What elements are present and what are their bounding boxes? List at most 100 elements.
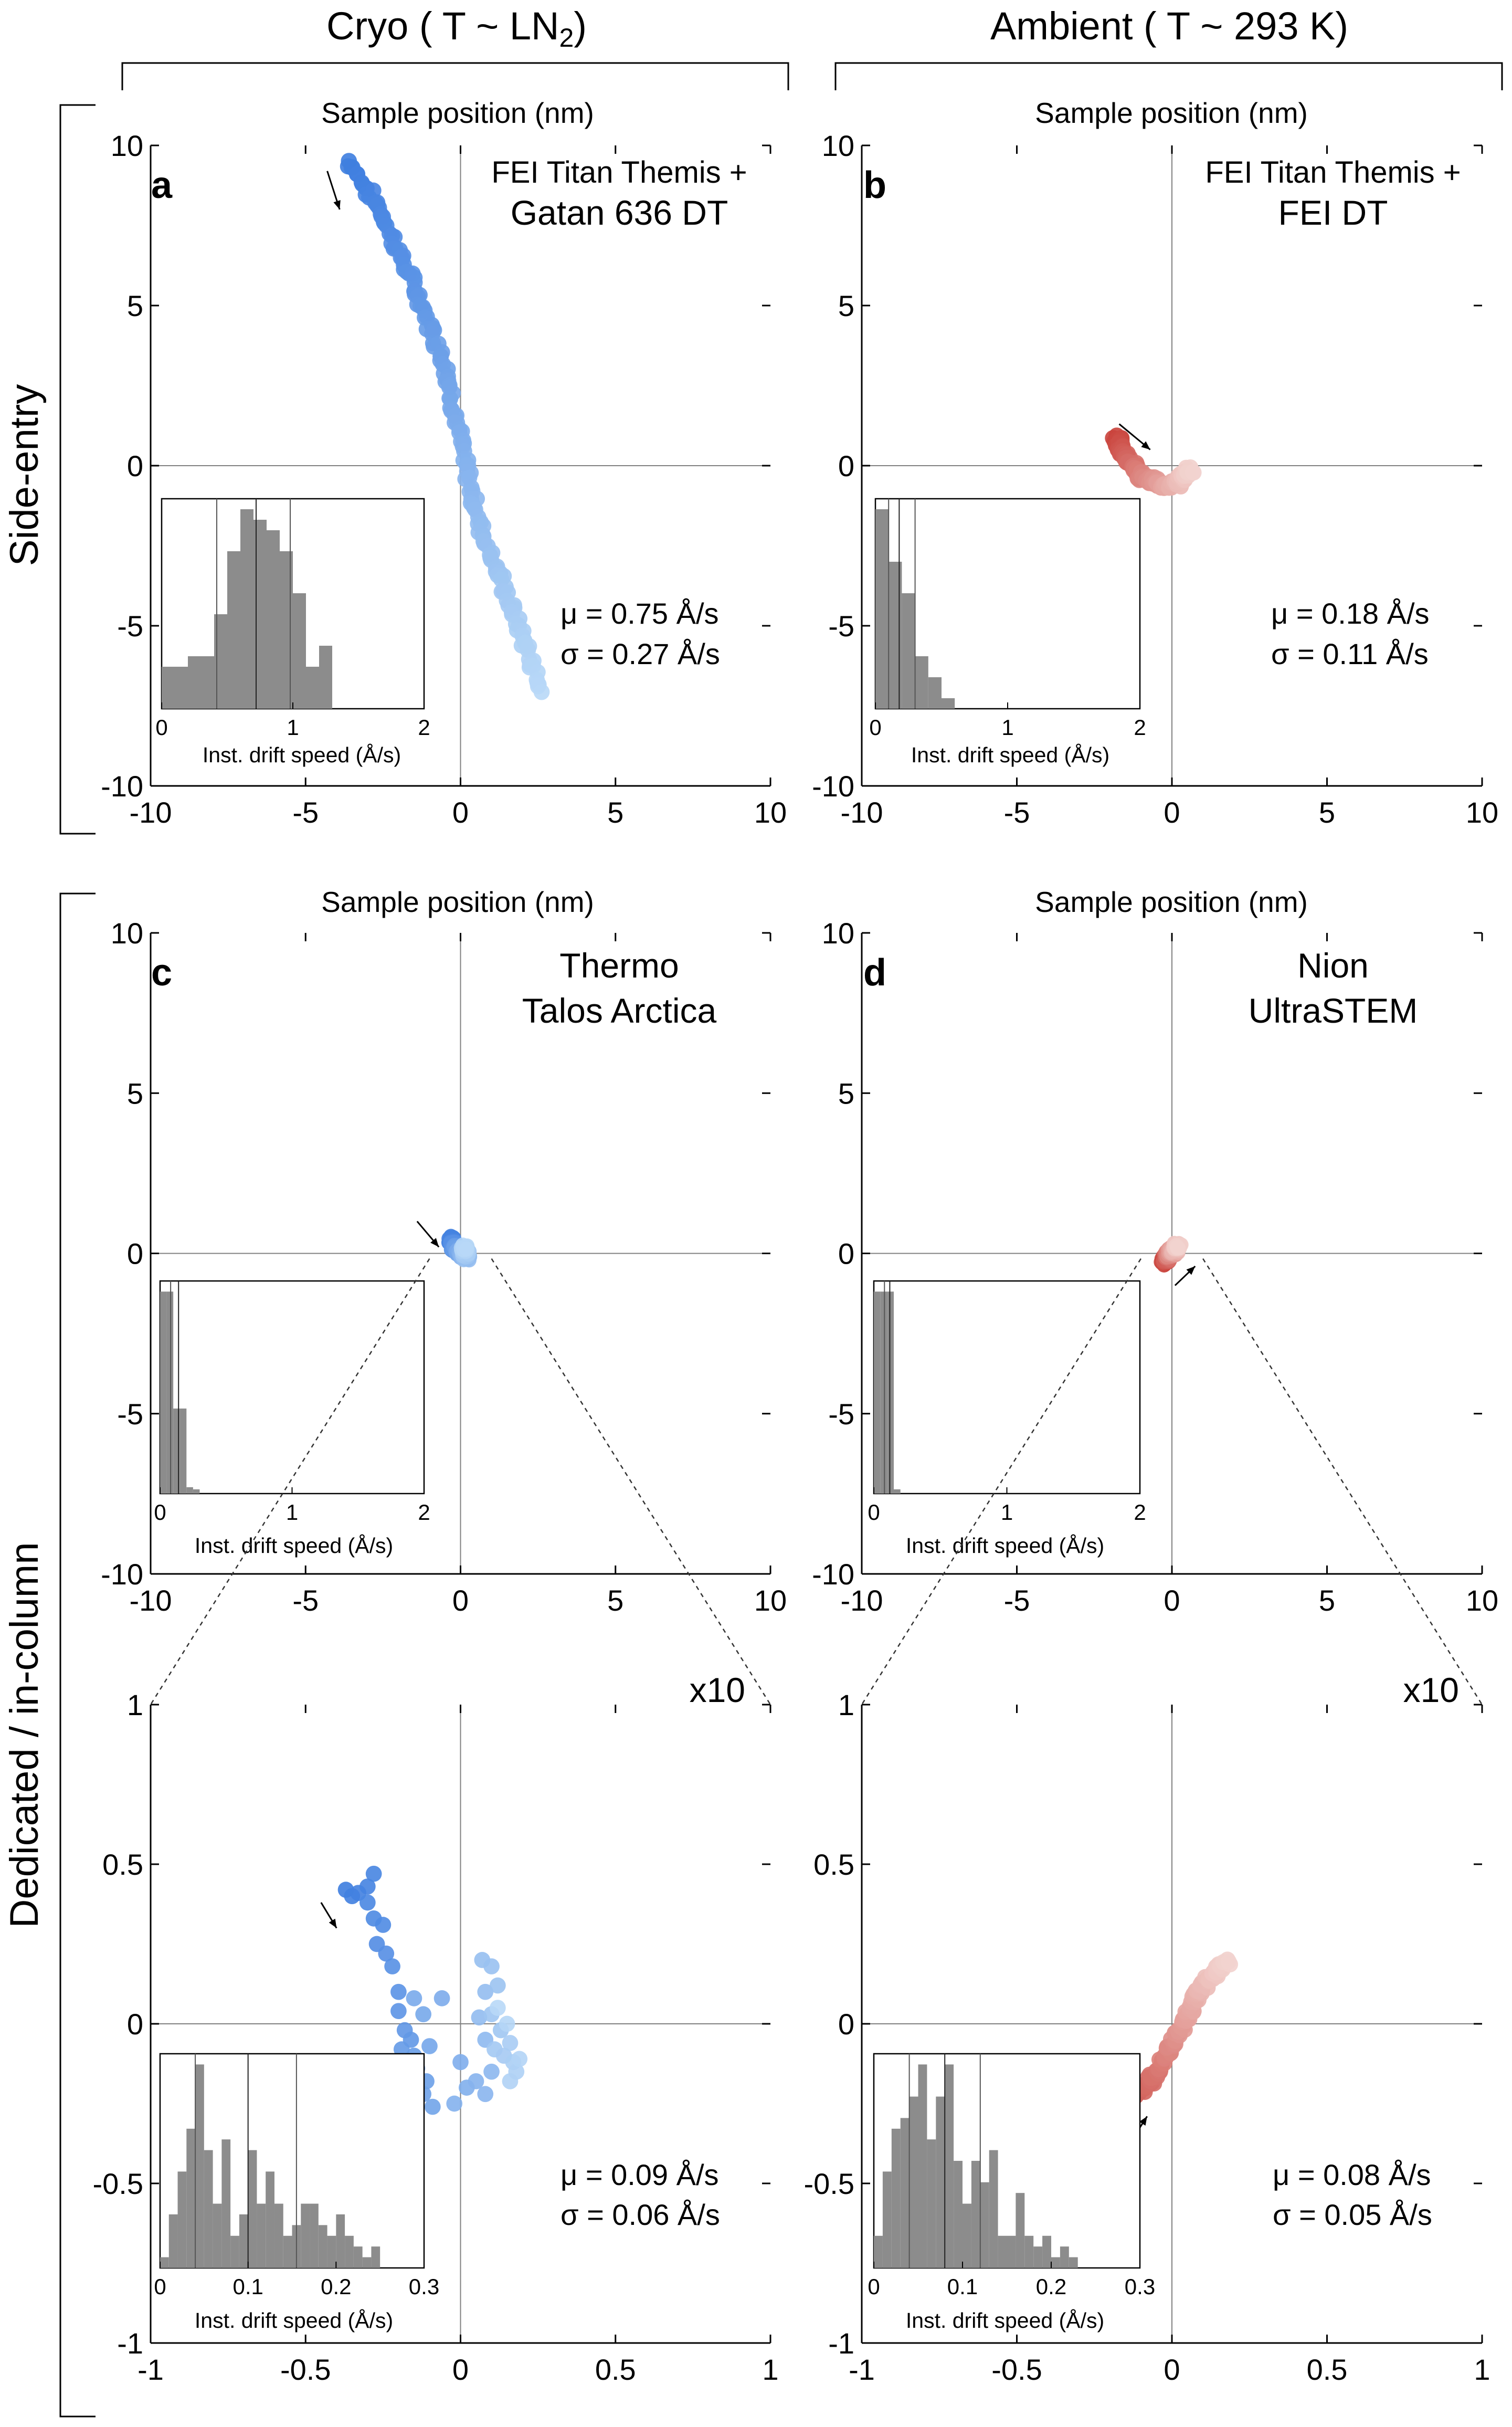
- row-bracket-side-entry: [59, 104, 96, 835]
- histogram-bar: [954, 2161, 963, 2268]
- stat-mu-c-zoom: μ = 0.09 Å/s: [561, 2158, 719, 2191]
- start-arrow-head: [430, 1238, 439, 1247]
- panel-letter-c: c: [151, 952, 172, 994]
- x-tick-label: -1: [849, 2353, 875, 2386]
- histogram-bar: [894, 1489, 901, 1494]
- y-tick-label: -5: [117, 610, 143, 643]
- zoom-label-d: x10: [1403, 1670, 1459, 1709]
- y-tick-label: 0: [127, 449, 143, 482]
- start-arrow-head: [333, 200, 341, 209]
- x-tick-label: 0: [452, 796, 469, 829]
- stat-mu-a: μ = 0.75 Å/s: [561, 597, 719, 630]
- chart-b: -10 -5 0 5 10 -10 -5 0 5 10 0 1 2: [812, 129, 1498, 829]
- x-tick-label: 10: [1466, 796, 1498, 829]
- x-tick-label: -1: [138, 2353, 164, 2386]
- y-tick-label: 0: [127, 1237, 143, 1270]
- inset-tick-label: 1: [1001, 715, 1013, 740]
- histogram-bar: [168, 2214, 178, 2268]
- y-tick-label: 0: [127, 2008, 143, 2041]
- inset-tick-label: 0.1: [232, 2274, 263, 2299]
- histogram-bar: [1069, 2257, 1078, 2268]
- stat-mu-d-zoom: μ = 0.08 Å/s: [1273, 2158, 1431, 2191]
- trajectory-point: [490, 2000, 506, 2016]
- inset-histogram: 0 1 2: [155, 498, 430, 740]
- inset-tick-label: 0.3: [409, 2274, 439, 2299]
- start-arrow-head: [1139, 2116, 1147, 2126]
- histogram-bar: [989, 2150, 998, 2268]
- y-tick-label: 0: [838, 449, 854, 482]
- histogram-bar: [319, 646, 332, 709]
- axis-title-d: Sample position (nm): [1035, 886, 1308, 918]
- trajectory-point: [471, 2009, 488, 2026]
- histogram-bar: [909, 2096, 918, 2268]
- trajectory-point: [375, 1917, 392, 1933]
- y-tick-label: -1: [117, 2327, 143, 2360]
- y-tick-label: -10: [101, 770, 143, 803]
- axis-title-b: Sample position (nm): [1035, 97, 1308, 129]
- histogram-bar: [280, 551, 293, 709]
- x-tick-label: 10: [1466, 1584, 1498, 1617]
- histogram-bar: [1042, 2235, 1051, 2268]
- instrument-a-line2: Gatan 636 DT: [511, 193, 728, 232]
- axis-title-a: Sample position (nm): [321, 97, 594, 129]
- y-tick-label: 10: [111, 917, 143, 950]
- y-tick-label: -5: [117, 1398, 143, 1431]
- y-tick-label: 1: [127, 1688, 143, 1721]
- inset-tick-label: 0: [869, 715, 881, 740]
- stat-sigma-c-zoom: σ = 0.06 Å/s: [561, 2198, 720, 2231]
- column-bracket-ambient: [834, 62, 1503, 90]
- inset-tick-label: 1: [1001, 1500, 1013, 1525]
- histogram-bar: [927, 2139, 936, 2268]
- stat-sigma-d-zoom: σ = 0.05 Å/s: [1273, 2198, 1432, 2231]
- y-tick-label: 10: [822, 917, 854, 950]
- histogram-bar: [186, 2128, 196, 2268]
- trajectory-point: [378, 1945, 395, 1962]
- trajectory-point: [415, 2006, 431, 2023]
- histogram-bar: [918, 2064, 927, 2268]
- zoom-connector-left: [861, 1258, 1141, 1705]
- histogram-bar: [345, 2235, 354, 2268]
- histogram-bar: [874, 1291, 881, 1494]
- column-title-cryo: Cryo ( T ~ LN2): [326, 4, 587, 52]
- row-title-dedicated: Dedicated / in-column: [2, 1542, 47, 1928]
- x-tick-label: -10: [841, 796, 883, 829]
- y-tick-label: 0: [838, 2008, 854, 2041]
- chart-a: -10 -5 0 5 10 -10 -5 0 5 10 0 1 2: [101, 129, 787, 829]
- histogram-bar: [980, 2182, 989, 2268]
- histogram-bar: [257, 2203, 266, 2268]
- histogram-bar: [902, 593, 915, 709]
- x-tick-label: 5: [1319, 796, 1335, 829]
- x-tick-label: -0.5: [280, 2353, 331, 2386]
- inset-tick-label: 0: [868, 1500, 880, 1525]
- x-tick-label: 1: [762, 2353, 778, 2386]
- trajectory-point: [1170, 1239, 1185, 1255]
- histogram-bar: [887, 1291, 894, 1494]
- trajectory-point: [446, 2095, 463, 2112]
- instrument-b-line2: FEI DT: [1278, 193, 1388, 232]
- histogram-bar: [971, 2161, 980, 2268]
- histogram-bar: [1016, 2193, 1025, 2268]
- inset-xlabel-c: Inst. drift speed (Å/s): [195, 1533, 393, 1558]
- histogram-bar: [327, 2235, 336, 2268]
- inset-tick-label: 0.2: [1036, 2274, 1066, 2299]
- y-tick-label: -5: [828, 1398, 854, 1431]
- trajectory-point: [365, 1865, 382, 1882]
- trajectory-point: [502, 2035, 519, 2051]
- histogram-bar: [889, 562, 902, 709]
- histogram-bar: [880, 1291, 887, 1494]
- y-tick-label: 5: [127, 1077, 143, 1110]
- inset-tick-label: 0: [154, 1500, 166, 1525]
- column-title-ambient: Ambient ( T ~ 293 K): [990, 4, 1348, 48]
- histogram-bar: [936, 2096, 945, 2268]
- histogram-bar: [193, 1489, 200, 1494]
- histogram-bar: [1007, 2235, 1016, 2268]
- x-tick-label: 10: [754, 1584, 787, 1617]
- histogram-bar: [1051, 2257, 1060, 2268]
- histogram-bar: [1024, 2235, 1034, 2268]
- x-tick-label: 0: [1164, 1584, 1180, 1617]
- trajectory-point: [433, 1990, 450, 2006]
- y-tick-label: 5: [838, 289, 854, 322]
- chart-c: -10 -5 0 5 10 -10 -5 0 5 10 0 1 2: [101, 917, 787, 1617]
- histogram-bar: [267, 530, 280, 709]
- stat-mu-b: μ = 0.18 Å/s: [1271, 597, 1430, 630]
